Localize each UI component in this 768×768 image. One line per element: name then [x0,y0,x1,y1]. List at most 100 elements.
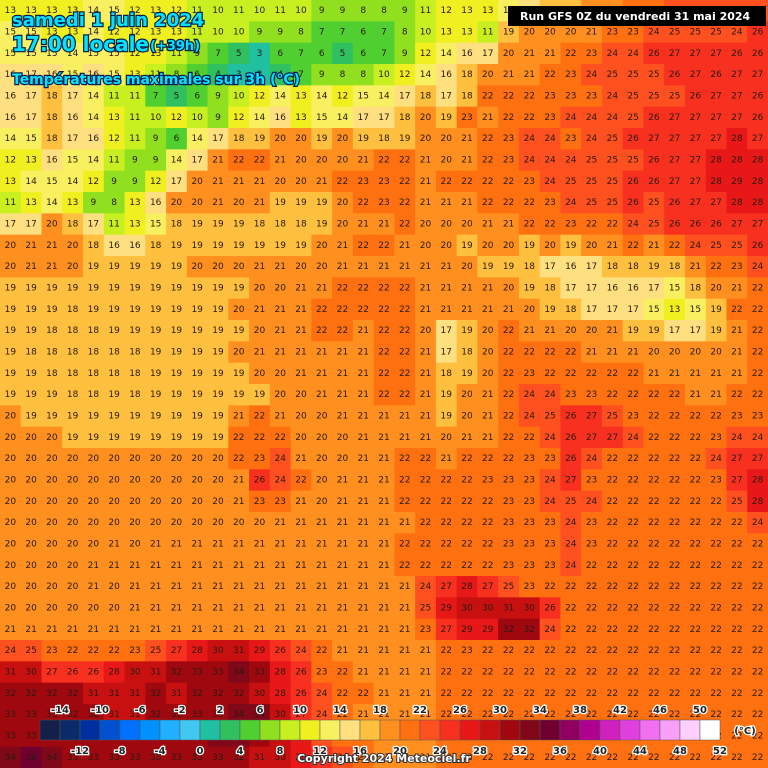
temp-value: 22 [544,369,555,379]
temp-value: 24 [607,49,619,59]
temp-value: 23 [524,540,535,550]
temp-value: 22 [648,689,659,699]
temp-value: 20 [46,540,58,550]
temp-value: 19 [191,390,203,400]
temp-cell [124,149,146,172]
temp-cell [373,21,395,44]
temp-value: 18 [88,241,100,251]
temp-value: 22 [752,646,763,656]
temp-value: 22 [337,305,348,315]
scale-label: 6 [257,705,264,716]
temp-value: 32 [46,689,57,699]
temp-value: 21 [274,326,285,336]
temp-value: 18 [129,369,141,379]
temp-cell [664,213,686,236]
temp-value: 22 [420,476,431,486]
temp-value: 21 [710,369,721,379]
temp-value: 20 [316,262,328,272]
temp-value: 19 [503,262,515,272]
temp-value: 21 [274,348,285,358]
temp-value: 22 [731,753,742,763]
temp-value: 22 [503,668,514,678]
temp-value: 21 [337,390,348,400]
temp-value: 21 [420,156,431,166]
temp-cell [145,256,167,278]
temp-cell [352,192,375,214]
temp-value: 21 [129,625,140,635]
temp-cell [166,42,188,65]
temp-value: 20 [337,156,349,166]
temp-value: 21 [358,582,369,592]
temp-value: 31 [108,689,119,699]
temp-value: 21 [358,604,369,614]
temp-value: 22 [586,604,597,614]
temp-cell [20,234,43,257]
temp-value: 27 [669,177,680,187]
temp-value: 21 [378,497,389,507]
temp-value: 21 [378,220,389,230]
temp-value: 22 [254,156,265,166]
temp-cell [747,234,768,257]
temp-cell [83,256,105,278]
temp-value: 22 [503,177,514,187]
temp-cell [684,298,707,321]
scale-label: -2 [174,705,185,716]
temp-value: 23 [627,28,638,38]
temp-value: 22 [482,177,493,187]
temp-value: 19 [46,284,58,294]
temp-value: 21 [399,262,410,272]
temp-value: 22 [731,689,742,699]
temp-value: 20 [295,134,307,144]
temp-cell [332,256,354,278]
temp-cell [352,85,375,108]
temp-value: 27 [731,113,742,123]
temp-value: 19 [274,198,286,208]
temp-value: 22 [503,433,514,443]
temp-value: 22 [420,518,431,528]
temp-value: 22 [648,561,659,571]
temp-cell [311,170,333,193]
temp-value: 13 [129,220,140,230]
temp-cell [684,149,707,172]
temp-value: 22 [627,241,638,251]
temp-value: 17 [648,284,659,294]
temp-value: 22 [669,646,680,656]
temp-value: 24 [565,561,577,571]
scale-box [199,719,221,741]
scale-label: 28 [473,746,487,757]
temp-cell [477,320,499,342]
temp-cell [249,256,271,278]
temp-value: 21 [337,561,348,571]
temp-value: 24 [274,454,286,464]
temp-cell [249,320,271,342]
temp-value: 21 [316,348,327,358]
temp-cell [145,298,167,321]
temp-value: 18 [461,348,473,358]
temp-value: 9 [319,6,325,16]
temp-value: 24 [690,241,702,251]
temp-cell [228,0,250,22]
temp-cell [83,64,105,86]
temp-value: 12 [171,113,182,123]
temp-value: 28 [274,668,286,678]
temp-cell [311,213,333,236]
temp-value: 21 [212,604,223,614]
temp-value: 30 [461,604,473,614]
temp-value: 23 [524,476,535,486]
scale-box [599,719,621,741]
temp-value: 19 [108,262,120,272]
temp-cell [477,298,499,321]
temp-cell [103,64,126,86]
temp-cell [124,21,146,44]
temp-value: 13 [295,113,306,123]
temp-value: 18 [607,262,619,272]
temp-value: 22 [752,689,763,699]
temp-value: 20 [503,284,515,294]
temp-cell [186,277,209,300]
temp-value: 15 [358,92,369,102]
temp-value: 22 [274,433,285,443]
temp-value: 22 [648,476,659,486]
temp-cell [394,256,416,278]
temp-value: 22 [441,497,452,507]
